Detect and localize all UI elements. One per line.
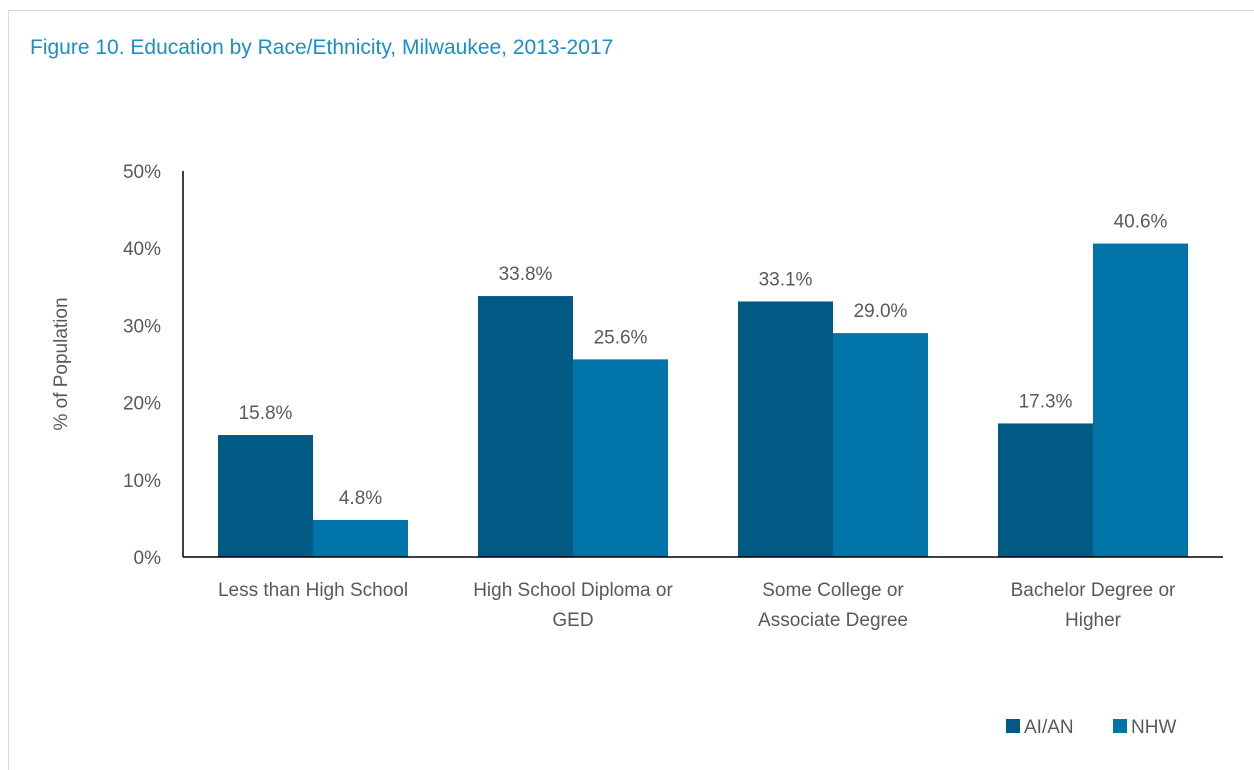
bar-ai-an: [738, 301, 833, 557]
chart-title: Figure 10. Education by Race/Ethnicity, …: [30, 36, 614, 59]
legend-label: AI/AN: [1024, 717, 1074, 738]
data-label: 4.8%: [339, 488, 382, 509]
bar-ai-an: [998, 423, 1093, 557]
data-label: 33.1%: [759, 269, 813, 290]
bar-nhw: [1093, 243, 1188, 557]
bars: [218, 243, 1188, 557]
bar-ai-an: [478, 296, 573, 557]
data-label: 25.6%: [594, 327, 648, 348]
x-tick-label: Less than High School: [218, 580, 408, 601]
x-tick-label-line: High School Diploma or: [473, 580, 673, 601]
legend-swatch: [1113, 719, 1127, 733]
legend-swatch: [1006, 719, 1020, 733]
y-tick-label: 50%: [123, 162, 161, 183]
y-axis-label: % of Population: [51, 297, 72, 430]
x-tick-label: Some College or Associate Degree: [758, 580, 908, 631]
data-label: 40.6%: [1114, 212, 1168, 233]
y-tick-label: 10%: [123, 471, 161, 492]
y-tick-label: 30%: [123, 316, 161, 337]
legend: AI/AN NHW: [1006, 717, 1176, 738]
bar-nhw: [573, 359, 668, 557]
x-tick-label-line: Higher: [1065, 610, 1122, 631]
data-label: 33.8%: [499, 264, 553, 285]
data-label: 29.0%: [854, 301, 908, 322]
data-labels: 15.8% 4.8% 33.8% 25.6% 33.1% 29.0% 17.3% 40.6%: [239, 212, 1168, 509]
x-tick-label-line: Bachelor Degree or: [1011, 580, 1176, 601]
x-axis-categories: Less than High School High School Diploma…: [218, 580, 1176, 631]
x-tick-label-line: Some College or: [762, 580, 904, 601]
x-tick-label: High School Diploma or GED: [473, 580, 673, 631]
bar-ai-an: [218, 435, 313, 557]
y-tick-label: 40%: [123, 239, 161, 260]
y-axis-ticks: 0% 10% 20% 30% 40% 50%: [123, 162, 161, 569]
x-tick-label-line: Less than High School: [218, 580, 408, 601]
data-label: 15.8%: [239, 403, 293, 424]
bar-nhw: [313, 519, 408, 557]
x-tick-label-line: Associate Degree: [758, 610, 908, 631]
y-tick-label: 0%: [134, 548, 162, 569]
x-tick-label-line: GED: [552, 610, 593, 631]
bar-nhw: [833, 333, 928, 557]
legend-label: NHW: [1131, 717, 1176, 738]
data-label: 17.3%: [1019, 391, 1073, 412]
y-tick-label: 20%: [123, 394, 161, 415]
x-tick-label: Bachelor Degree or Higher: [1011, 580, 1176, 631]
